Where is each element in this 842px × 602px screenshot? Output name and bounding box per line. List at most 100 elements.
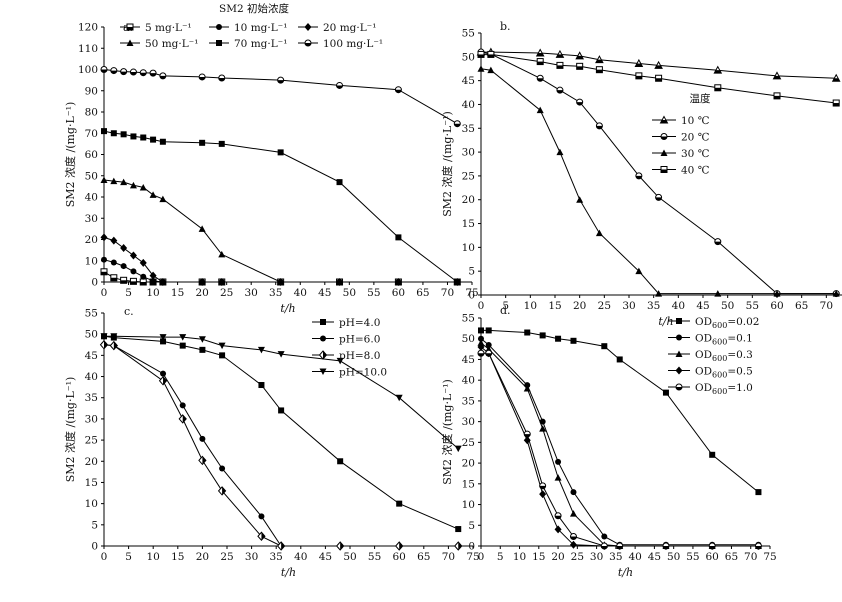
data-point (277, 149, 284, 156)
data-point (570, 337, 577, 344)
x-tick-label: 45 (319, 551, 332, 563)
data-point (335, 541, 345, 551)
data-point (395, 394, 403, 402)
data-point (198, 73, 206, 81)
data-point (539, 425, 547, 432)
data-point (219, 352, 226, 359)
legend-label: 50 mg·L⁻¹ (145, 38, 198, 50)
data-point (635, 172, 643, 180)
legend-label-sub: 600 (712, 321, 727, 330)
y-tick-label: 20 (462, 194, 475, 206)
data-point (149, 69, 157, 77)
legend-label: OD600=0.3 (695, 349, 753, 363)
legend: 温度 10 ℃ 20 ℃ 30 ℃ 40 ℃ (652, 92, 711, 177)
legend-marker (660, 149, 668, 156)
y-tick-label: 20 (462, 458, 475, 470)
legend-item-20: 20 ℃ (652, 132, 710, 144)
series-line-ph-8-0 (103, 344, 459, 547)
y-tick-label: 20 (85, 456, 98, 468)
data-point (159, 195, 167, 203)
data-point (524, 329, 531, 336)
legend-item-10-mg-l: 10 mg·L⁻¹ (209, 22, 287, 34)
data-point (772, 71, 782, 80)
x-tick-label: 55 (368, 551, 381, 563)
data-point (139, 258, 147, 267)
data-point (394, 86, 402, 94)
legend-marker (126, 23, 134, 31)
x-axis-title: t/h (618, 566, 633, 579)
data-point (110, 259, 117, 266)
data-point (101, 256, 107, 263)
y-tick-label: 45 (462, 75, 475, 87)
data-point (662, 542, 670, 550)
data-point (601, 533, 608, 540)
legend-marker (318, 350, 328, 360)
x-tick-label: 20 (551, 551, 564, 563)
data-point (576, 98, 584, 106)
x-tick-label: 55 (686, 551, 699, 563)
data-point (477, 349, 485, 357)
legend-marker (660, 133, 668, 140)
panel-d: 0 5 10 15 20 25 30 35 40 45 50 55 60 65 70 750510152025… (440, 304, 777, 579)
data-point (536, 58, 544, 66)
data-point (139, 278, 147, 286)
x-tick-label: 50 (667, 551, 680, 563)
data-point (129, 68, 137, 76)
data-point (478, 327, 484, 334)
y-tick-label: 40 (462, 375, 475, 387)
x-tick-label: 55 (746, 300, 759, 312)
data-point (336, 278, 344, 285)
y-tick-label: 10 (462, 499, 475, 511)
x-tick-label: 0 (478, 551, 485, 563)
y-tick-label: 5 (468, 266, 475, 278)
x-tick-label: 5 (125, 551, 132, 563)
y-tick-label: 0 (468, 541, 475, 553)
y-tick-label: 35 (462, 395, 475, 407)
data-point (556, 86, 564, 94)
x-tick-label: 70 (744, 551, 757, 563)
data-point (569, 540, 577, 549)
legend-label: pH=10.0 (339, 367, 387, 379)
x-tick-label: 0 (101, 551, 108, 563)
data-point (478, 335, 484, 342)
y-tick-label: 5 (468, 520, 475, 532)
y-tick-label: 100 (78, 64, 98, 76)
data-point (554, 474, 562, 481)
data-point (158, 376, 168, 386)
data-point (258, 382, 265, 389)
x-tick-label: 15 (171, 551, 184, 563)
data-point (487, 66, 495, 74)
legend-label: 100 mg·L⁻¹ (323, 38, 383, 50)
y-tick-label: 25 (85, 435, 98, 447)
legend-label: pH=4.0 (339, 317, 380, 329)
data-point (394, 278, 402, 285)
y-tick-label: 55 (462, 313, 475, 325)
legend: pH=4.0 pH=6.0 pH=8.0 pH=10.0 (312, 317, 387, 379)
legend-label: 10 ℃ (681, 115, 710, 127)
legend-marker (320, 335, 326, 342)
legend-marker (319, 368, 327, 375)
data-point (129, 251, 137, 260)
data-point (179, 342, 186, 349)
data-point (160, 370, 167, 377)
data-point (110, 236, 118, 245)
data-point (257, 531, 266, 542)
data-point (110, 67, 118, 75)
x-tick-label: 40 (294, 551, 307, 563)
legend-label: 10 mg·L⁻¹ (234, 22, 287, 34)
data-point (110, 177, 118, 185)
legend-item-od600-0-02: OD600=0.02 (668, 316, 760, 330)
data-point (110, 333, 118, 340)
data-point (101, 128, 107, 135)
legend-label-tail: =0.02 (727, 316, 759, 328)
data-point (140, 134, 147, 141)
data-point (832, 290, 840, 297)
data-point (555, 49, 565, 58)
x-tick-label: 30 (622, 300, 635, 312)
data-point (396, 500, 403, 507)
data-point (218, 250, 226, 258)
data-point (554, 525, 562, 534)
data-point (600, 542, 608, 550)
data-point (130, 133, 137, 140)
data-point (150, 136, 157, 143)
